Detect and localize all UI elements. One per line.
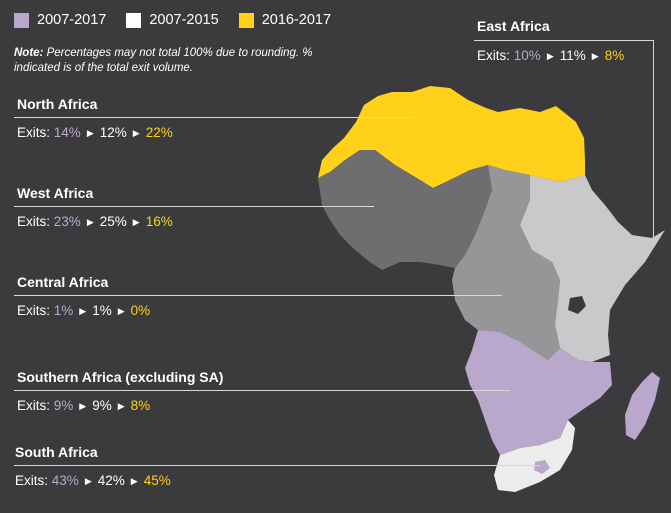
arrow-right-icon: ▶ — [86, 128, 94, 138]
arrow-right-icon: ▶ — [117, 306, 125, 316]
north-africa-line — [14, 117, 412, 118]
legend-label: 2007-2017 — [37, 12, 107, 28]
arrow-right-icon: ▶ — [117, 401, 125, 411]
east-africa-leader — [653, 40, 654, 238]
lesotho-region — [534, 460, 550, 474]
region-title: Southern Africa (excluding SA) — [17, 369, 224, 385]
region-southern-africa: Southern Africa (excluding SA) — [17, 369, 223, 392]
southern-africa-region — [465, 330, 612, 455]
south-africa-line — [14, 465, 540, 466]
exits-row: Exits: 9% ▶ 9% ▶ 8% — [17, 398, 150, 413]
legend-swatch-white — [126, 12, 142, 28]
legend-label: 2007-2015 — [149, 12, 219, 28]
note-bold: Note: — [14, 47, 44, 59]
region-north-africa: North Africa — [17, 96, 97, 119]
region-west-africa-exits: Exits: 23% ▶ 25% ▶ 16% — [17, 214, 173, 229]
exits-label: Exits: — [477, 48, 511, 63]
legend-swatch-purple — [14, 12, 29, 28]
exit-value-2007-2015: 12% — [99, 125, 127, 140]
legend-swatch-yellow — [238, 12, 254, 28]
exits-label: Exits: — [17, 214, 51, 229]
region-east-africa-exits: Exits: 10% ▶ 11% ▶ 8% — [477, 48, 624, 63]
exit-value-2007-2015: 9% — [92, 398, 112, 413]
arrow-right-icon: ▶ — [79, 401, 87, 411]
exit-value-2016-2017: 0% — [130, 303, 151, 318]
legend-item-2007-2015: 2007-2015 — [126, 12, 219, 28]
region-title: East Africa — [477, 18, 550, 34]
exit-value-2016-2017: 8% — [604, 48, 625, 63]
exit-value-2007-2017: 43% — [51, 473, 79, 488]
region-east-africa: East Africa — [477, 18, 550, 41]
exit-value-2016-2017: 45% — [143, 473, 171, 488]
footnote: Note: Percentages may not total 100% due… — [14, 46, 314, 76]
arrow-right-icon: ▶ — [132, 217, 140, 227]
exit-value-2007-2017: 10% — [513, 48, 541, 63]
exit-value-2016-2017: 22% — [145, 125, 173, 140]
exit-value-2007-2017: 14% — [53, 125, 81, 140]
arrow-right-icon: ▶ — [86, 217, 94, 227]
region-title: West Africa — [17, 185, 94, 201]
region-west-africa: West Africa — [17, 185, 93, 208]
exit-value-2007-2017: 1% — [53, 303, 74, 318]
lake-victoria — [568, 296, 586, 314]
legend-item-2007-2017: 2007-2017 — [14, 12, 106, 28]
region-south-africa: South Africa — [15, 444, 98, 467]
region-south-africa-exits: Exits: 43% ▶ 42% ▶ 45% — [15, 473, 171, 488]
exits-label: Exits: — [17, 398, 51, 413]
exits-row: Exits: 14% ▶ 12% ▶ 22% — [17, 125, 173, 140]
exits-row: Exits: 43% ▶ 42% ▶ 45% — [15, 473, 171, 488]
arrow-right-icon: ▶ — [132, 128, 140, 138]
madagascar-region — [625, 372, 660, 440]
region-southern-africa-exits: Exits: 9% ▶ 9% ▶ 8% — [17, 398, 150, 413]
southern-africa-line — [14, 390, 510, 391]
legend: 2007-2017 2007-2015 2016-2017 — [14, 12, 351, 28]
region-title: South Africa — [15, 444, 98, 460]
exit-value-2016-2017: 8% — [130, 398, 151, 413]
region-central-africa: Central Africa — [17, 274, 108, 297]
arrow-right-icon: ▶ — [130, 476, 138, 486]
north-africa-region — [318, 86, 585, 188]
west-africa-line — [14, 206, 374, 207]
arrow-right-icon: ▶ — [546, 51, 554, 61]
south-africa-region — [494, 420, 575, 492]
exits-label: Exits: — [17, 303, 51, 318]
exits-label: Exits: — [15, 473, 49, 488]
west-africa-region — [318, 150, 492, 270]
exit-value-2007-2017: 9% — [53, 398, 74, 413]
arrow-right-icon: ▶ — [591, 51, 599, 61]
legend-item-2016-2017: 2016-2017 — [238, 12, 332, 28]
region-north-africa-exits: Exits: 14% ▶ 12% ▶ 22% — [17, 125, 173, 140]
exit-value-2007-2015: 42% — [97, 473, 125, 488]
east-africa-region — [520, 175, 665, 362]
arrow-right-icon: ▶ — [79, 306, 87, 316]
region-central-africa-exits: Exits: 1% ▶ 1% ▶ 0% — [17, 303, 150, 318]
exit-value-2007-2015: 25% — [99, 214, 127, 229]
exit-value-2007-2017: 23% — [53, 214, 81, 229]
exit-value-2007-2015: 11% — [559, 48, 586, 63]
central-africa-region — [452, 165, 560, 360]
arrow-right-icon: ▶ — [84, 476, 92, 486]
east-africa-line — [474, 40, 654, 41]
legend-label: 2016-2017 — [261, 12, 332, 28]
exit-value-2016-2017: 16% — [145, 214, 173, 229]
note-text: Percentages may not total 100% due to ro… — [14, 47, 313, 74]
exits-row: Exits: 10% ▶ 11% ▶ 8% — [477, 48, 624, 63]
exits-label: Exits: — [17, 125, 51, 140]
exit-value-2007-2015: 1% — [92, 303, 112, 318]
region-title: Central Africa — [17, 274, 109, 290]
exits-row: Exits: 23% ▶ 25% ▶ 16% — [17, 214, 173, 229]
exits-row: Exits: 1% ▶ 1% ▶ 0% — [17, 303, 150, 318]
region-title: North Africa — [17, 96, 98, 112]
central-africa-line — [14, 295, 502, 296]
